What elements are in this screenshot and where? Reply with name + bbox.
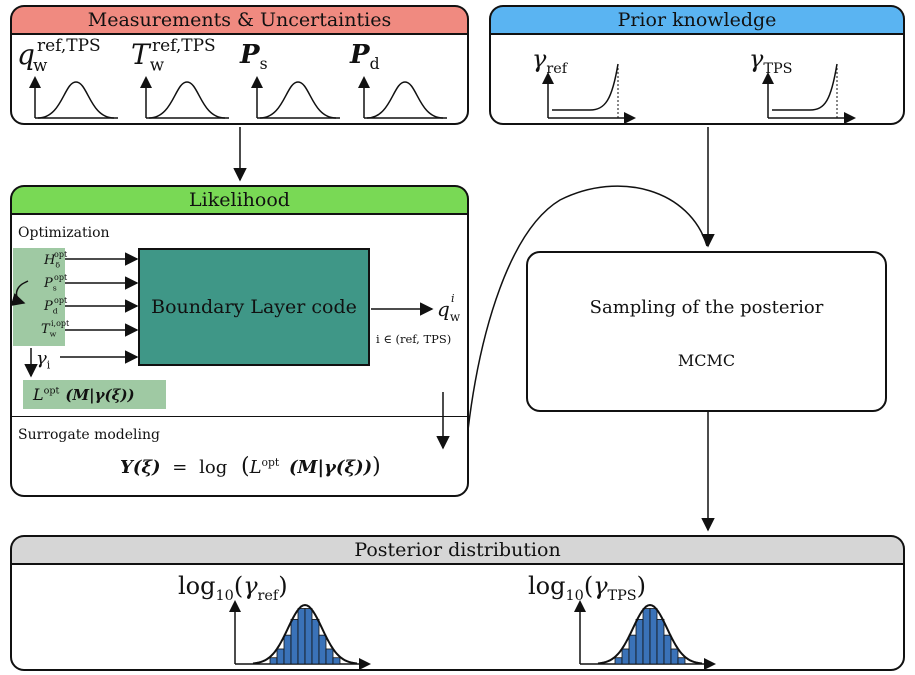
gaussian-plot-ps xyxy=(251,76,340,119)
input-ps-sup: opt xyxy=(54,273,68,282)
input-tw-sup: i,opt xyxy=(51,319,70,328)
input-h-delta-sup: opt xyxy=(54,250,68,259)
posterior-ref-envelope xyxy=(252,603,358,665)
posterior-ref-bar xyxy=(332,657,341,665)
prior-title: Prior knowledge xyxy=(617,9,777,31)
sampling-title: Sampling of the posterior xyxy=(589,297,824,318)
prior-plot-tps xyxy=(762,63,856,124)
measurements-header: Measurements & Uncertainties xyxy=(10,5,469,34)
likelihood-box xyxy=(10,213,469,497)
posterior-histogram-tps xyxy=(574,600,716,670)
prior-plots xyxy=(542,63,856,124)
gaussian-plot-qw xyxy=(29,76,118,119)
measurement-symbol-qw: qw xyxy=(17,38,48,75)
input-tw: Tw xyxy=(41,322,57,339)
posterior-tps-bar xyxy=(670,648,679,665)
boundary-layer-code-label: Boundary Layer code xyxy=(151,296,357,318)
surrogate-label: Surrogate modeling xyxy=(18,427,160,443)
measurement-symbol-pd: Pd xyxy=(350,40,380,74)
input-pd: Pd xyxy=(44,299,58,316)
measurements-box xyxy=(10,33,469,125)
likelihood-divider xyxy=(10,416,469,417)
prior-box xyxy=(489,33,905,125)
index-note: i ∈ (ref, TPS) xyxy=(376,332,452,346)
l-opt-box: Lopt (M|γ(ξ)) xyxy=(23,380,166,409)
optimization-label: Optimization xyxy=(18,225,110,241)
input-h-delta: Hδ xyxy=(44,253,61,270)
l-opt-symbol: Lopt xyxy=(33,385,60,404)
surrogate-equation: Y(ξ) = log (Lopt (M|γ(ξ))) xyxy=(120,454,381,479)
posterior-title: Posterior distribution xyxy=(354,539,561,561)
prior-plot-ref xyxy=(542,63,636,124)
arrow-surrogate-to-sampling xyxy=(467,185,708,431)
measurement-sup-tw: ref,TPS xyxy=(152,36,216,56)
output-qw: qw xyxy=(437,297,461,324)
likelihood-header: Likelihood xyxy=(10,185,469,214)
measurements-title: Measurements & Uncertainties xyxy=(87,9,392,31)
posterior-box xyxy=(10,563,905,671)
posterior-label-ref: log10(γref) xyxy=(178,572,288,604)
posterior-tps-bar xyxy=(677,657,686,665)
posterior-histogram-ref xyxy=(229,600,371,670)
sampling-method: MCMC xyxy=(677,351,736,370)
boundary-layer-code-block: Boundary Layer code xyxy=(138,248,370,366)
gamma-input: γi xyxy=(36,348,51,372)
measurement-symbol-tw: Tw xyxy=(131,38,165,75)
input-pd-sup: opt xyxy=(54,296,68,305)
input-ps: Ps xyxy=(44,276,57,293)
prior-header: Prior knowledge xyxy=(489,5,905,34)
posterior-label-tps: log10(γTPS) xyxy=(528,572,647,604)
gaussian-plot-tw xyxy=(140,76,229,119)
measurement-sup-qw: ref,TPS xyxy=(37,36,101,56)
output-qw-sup: i xyxy=(451,292,455,305)
l-opt-args: (M|γ(ξ)) xyxy=(65,385,135,404)
loop-arrow xyxy=(10,282,26,307)
posterior-tps-envelope xyxy=(597,603,703,665)
posterior-header: Posterior distribution xyxy=(10,535,905,564)
measurement-plots xyxy=(29,76,447,119)
gaussian-plot-pd xyxy=(358,76,447,119)
posterior-ref-bar xyxy=(325,648,334,665)
sampling-box xyxy=(526,251,887,412)
likelihood-title: Likelihood xyxy=(189,189,290,211)
measurement-symbol-ps: Ps xyxy=(240,40,268,74)
